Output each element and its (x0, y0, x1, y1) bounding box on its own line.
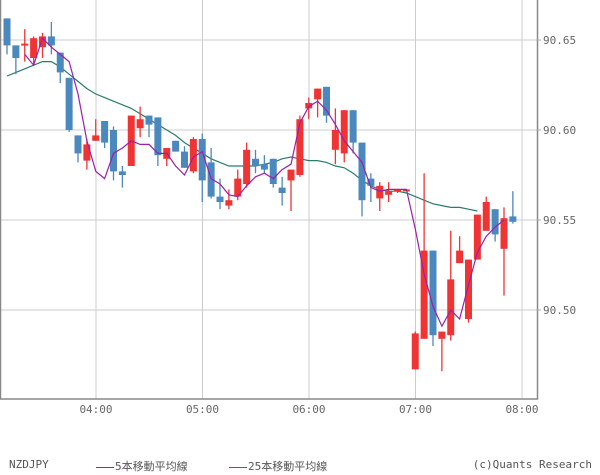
ma5-line (24, 37, 505, 328)
svg-text:07:00: 07:00 (399, 403, 432, 416)
x-axis: 04:00 05:00 06:00 07:00 08:00 (79, 403, 538, 416)
y-axis: 90.50 90.55 90.60 90.65 (537, 34, 576, 317)
svg-text:90.55: 90.55 (543, 214, 576, 227)
legend-ma25: 25本移動平均線 (229, 458, 327, 474)
svg-text:90.50: 90.50 (543, 304, 576, 317)
candlestick-chart: 90.50 90.55 90.60 90.65 04:00 05:00 06:00 07:0… (0, 0, 576, 416)
legend-ma25-label: 25本移動平均線 (248, 460, 328, 473)
copyright: (c)Quants Research (472, 458, 592, 471)
ma25-swatch (229, 466, 247, 468)
svg-text:06:00: 06:00 (292, 403, 325, 416)
ma5-swatch (96, 466, 114, 468)
svg-text:05:00: 05:00 (186, 403, 219, 416)
svg-text:90.60: 90.60 (543, 124, 576, 137)
candles (3, 18, 517, 372)
plot-frame (0, 0, 539, 400)
grid-lines (0, 0, 537, 399)
symbol-label: NZDJPY (9, 458, 49, 471)
ma25-line (6, 60, 478, 212)
svg-text:90.65: 90.65 (543, 34, 576, 47)
svg-text:04:00: 04:00 (79, 403, 112, 416)
legend-ma5-label: 5本移動平均線 (115, 460, 188, 473)
svg-text:08:00: 08:00 (505, 403, 538, 416)
legend-ma5: 5本移動平均線 (96, 458, 188, 474)
